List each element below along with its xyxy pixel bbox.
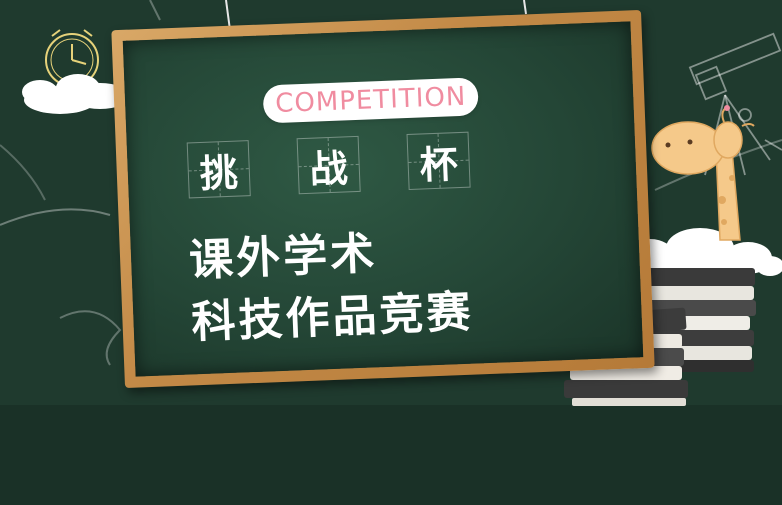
chalk-doodle-top <box>149 0 161 21</box>
floor-band <box>0 405 782 505</box>
title-cell-2: 战 <box>296 135 361 195</box>
chalk-doodle-left-2 <box>0 144 46 201</box>
chalk-doodle-left <box>0 208 111 226</box>
title-cell-char-3: 杯 <box>418 141 459 188</box>
giraffe-icon <box>651 105 755 241</box>
chalkboard: COMPETITION 挑 战 杯 课外学术 科技作品竞赛 <box>111 9 655 389</box>
title-cell-char-1: 挑 <box>199 150 239 196</box>
competition-badge: COMPETITION <box>264 79 477 122</box>
cloud-right <box>626 228 782 280</box>
chalkboard-surface: COMPETITION 挑 战 杯 课外学术 科技作品竞赛 <box>122 21 644 377</box>
title-line-2: 科技作品竞赛 <box>190 286 475 349</box>
title-cell-1: 挑 <box>186 140 251 199</box>
chalk-doodle-left-3 <box>59 310 122 366</box>
title-cell-3: 杯 <box>406 131 471 191</box>
title-cell-char-2: 战 <box>308 145 349 192</box>
hanging-string-right <box>523 0 527 15</box>
title-line-1: 课外学术 <box>188 228 379 287</box>
